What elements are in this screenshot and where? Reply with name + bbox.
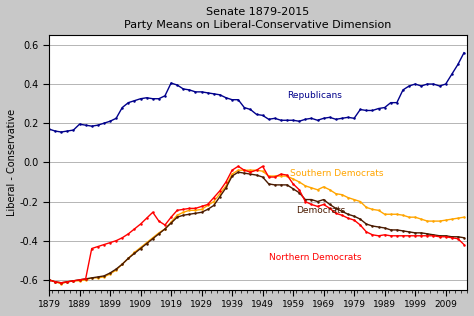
Text: Northern Democrats: Northern Democrats	[269, 253, 361, 262]
Text: Southern Democrats: Southern Democrats	[290, 169, 383, 178]
Text: Republicans: Republicans	[287, 91, 342, 100]
Title: Senate 1879-2015
Party Means on Liberal-Conservative Dimension: Senate 1879-2015 Party Means on Liberal-…	[124, 7, 392, 30]
Y-axis label: Liberal - Conservative: Liberal - Conservative	[7, 109, 17, 216]
Text: Democrats: Democrats	[296, 206, 346, 215]
